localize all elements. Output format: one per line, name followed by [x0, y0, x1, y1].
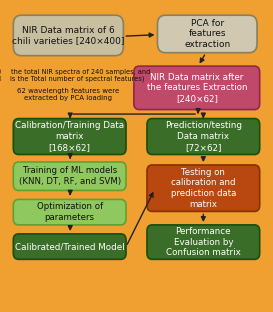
Text: Prediction/testing
Data matrix
[72×62]: Prediction/testing Data matrix [72×62] [165, 121, 242, 152]
Text: Calibrated/Trained Model: Calibrated/Trained Model [15, 242, 124, 251]
FancyBboxPatch shape [13, 119, 126, 154]
Text: PCA for
features
extraction: PCA for features extraction [184, 19, 230, 49]
Text: NIR Data matrix of 6
chili varieties [240×400]: NIR Data matrix of 6 chili varieties [24… [12, 26, 124, 45]
FancyBboxPatch shape [158, 15, 257, 53]
FancyBboxPatch shape [147, 119, 260, 154]
Text: Testing on
calibration and
prediction data
matrix: Testing on calibration and prediction da… [171, 168, 236, 209]
FancyBboxPatch shape [13, 162, 126, 190]
FancyBboxPatch shape [13, 199, 126, 225]
FancyBboxPatch shape [147, 225, 260, 259]
Text: (240 is the total NIR spectra of 240 samples, and
 400 is the Total number of sp: (240 is the total NIR spectra of 240 sam… [0, 68, 150, 82]
FancyBboxPatch shape [147, 165, 260, 212]
FancyBboxPatch shape [13, 15, 123, 56]
FancyBboxPatch shape [134, 66, 260, 110]
Text: Performance
Evaluation by
Confusion matrix: Performance Evaluation by Confusion matr… [166, 227, 241, 257]
Text: 62 wavelength features were
extracted by PCA loading: 62 wavelength features were extracted by… [17, 88, 120, 101]
FancyBboxPatch shape [13, 234, 126, 259]
Text: Optimization of
parameters: Optimization of parameters [37, 202, 103, 222]
Text: NIR Data matrix after
the features Extraction
[240×62]: NIR Data matrix after the features Extra… [147, 73, 247, 103]
Text: Calibration/Training Data
matrix
[168×62]: Calibration/Training Data matrix [168×62… [15, 121, 124, 152]
Text: Training of ML models
(KNN, DT, RF, and SVM): Training of ML models (KNN, DT, RF, and … [19, 166, 121, 186]
